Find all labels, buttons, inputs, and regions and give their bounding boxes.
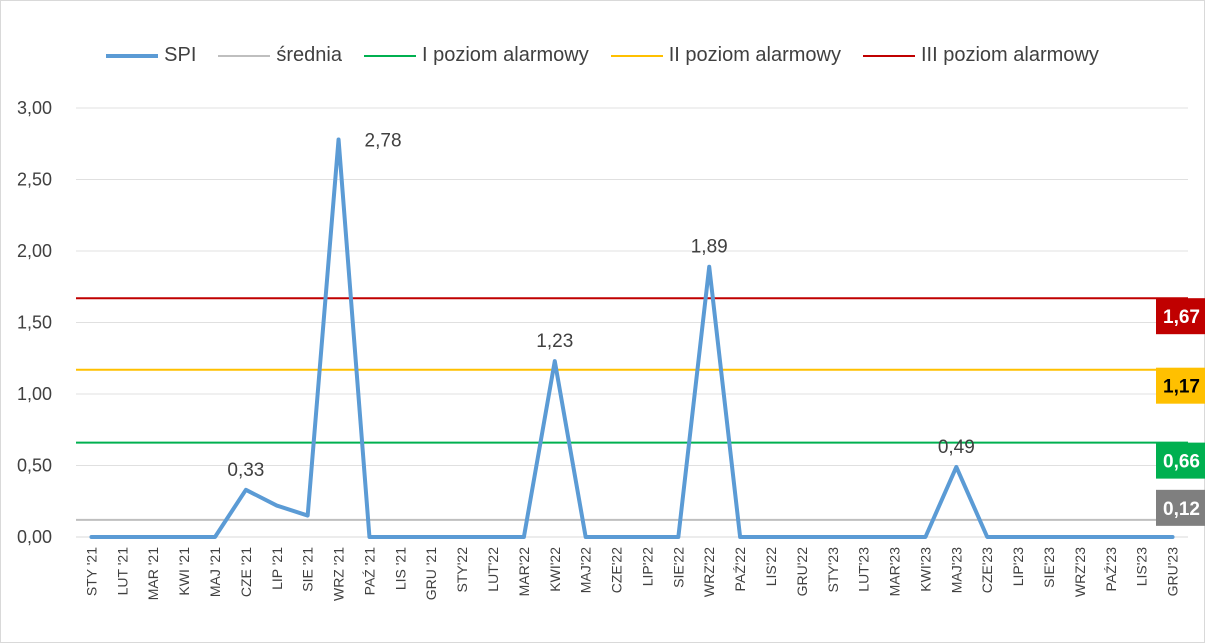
data-label: 0,33 (227, 460, 264, 481)
legend-label: średnia (276, 44, 342, 66)
legend-label: III poziom alarmowy (921, 44, 1099, 66)
legend: SPI średnia I poziom alarmowy II poziom ala… (0, 44, 1205, 67)
x-tick-label: PAŹ'22 (732, 547, 748, 592)
value-badge (1156, 367, 1205, 404)
x-tick-label: CZE'22 (609, 547, 625, 593)
x-tick-label: MAR '21 (145, 547, 161, 600)
x-tick-label: LUT '21 (114, 547, 130, 596)
legend-swatch (610, 54, 663, 57)
data-label: 0,49 (938, 437, 975, 458)
x-tick-label: STY'23 (825, 547, 841, 593)
x-tick-label: MAJ'22 (578, 547, 594, 593)
value-badge (1156, 489, 1205, 526)
legend-swatch (364, 54, 416, 57)
x-tick-label: STY '21 (83, 547, 99, 596)
y-tick-label: 2,00 (17, 241, 52, 261)
x-tick-label: LIS '21 (392, 547, 408, 590)
x-tick-label: PAŹ '21 (361, 547, 377, 596)
x-tick-label: GRU '21 (423, 547, 439, 600)
value-badge-label: 0,66 (1163, 452, 1200, 473)
x-tick-label: LIP '21 (269, 547, 285, 590)
x-tick-label: MAJ'23 (948, 547, 964, 593)
y-tick-label: 2,50 (17, 170, 52, 190)
legend-item: średnia (218, 44, 342, 67)
legend-item: III poziom alarmowy (863, 44, 1099, 67)
x-tick-label: GRU'22 (794, 547, 810, 597)
data-label: 1,23 (536, 331, 573, 352)
legend-label: I poziom alarmowy (422, 44, 589, 66)
value-badge-label: 0,12 (1163, 499, 1200, 520)
legend-label: II poziom alarmowy (668, 44, 841, 66)
x-tick-label: LIP'22 (639, 547, 655, 586)
y-tick-label: 1,00 (17, 384, 52, 404)
value-badge-label: 1,17 (1163, 377, 1200, 398)
value-badge (1156, 442, 1205, 479)
x-tick-label: KWI '21 (176, 547, 192, 596)
x-tick-label: PAŹ'23 (1103, 547, 1119, 592)
value-badge-label: 1,67 (1163, 307, 1200, 328)
legend-swatch (218, 54, 271, 57)
x-tick-label: MAR'22 (516, 547, 532, 597)
x-tick-label: SIE'23 (1041, 547, 1057, 588)
y-tick-label: 0,50 (17, 456, 52, 476)
legend-item: II poziom alarmowy (610, 44, 841, 67)
x-tick-label: KWI'22 (547, 547, 563, 592)
x-tick-label: MAR'23 (887, 547, 903, 597)
x-tick-label: STY'22 (454, 547, 470, 593)
value-badge (1156, 298, 1205, 335)
x-tick-label: CZE '21 (238, 547, 254, 597)
legend-item: SPI (106, 44, 196, 67)
x-tick-label: LIP'23 (1010, 547, 1026, 586)
x-tick-label: LIS'22 (763, 547, 779, 586)
y-tick-label: 3,00 (17, 98, 52, 118)
legend-swatch (106, 53, 159, 58)
x-tick-label: LIS'23 (1134, 547, 1150, 586)
legend-label: SPI (164, 44, 197, 66)
x-tick-label: SIE'22 (670, 547, 686, 588)
x-tick-label: GRU'23 (1165, 547, 1181, 597)
x-tick-label: WRZ'23 (1072, 547, 1088, 597)
x-tick-label: LUT'23 (856, 547, 872, 592)
x-tick-label: LUT'22 (485, 547, 501, 592)
x-tick-label: MAJ '21 (207, 547, 223, 597)
x-tick-label: WRZ '21 (331, 547, 347, 601)
x-tick-label: WRZ'22 (701, 547, 717, 597)
x-tick-label: KWI'23 (917, 547, 933, 592)
x-tick-label: CZE'23 (979, 547, 995, 593)
data-label: 2,78 (365, 130, 402, 151)
x-tick-label: SIE '21 (300, 547, 316, 592)
series-line-spi (89, 137, 1175, 539)
data-label: 1,89 (691, 237, 728, 258)
y-tick-label: 1,50 (17, 313, 52, 333)
legend-swatch (863, 54, 915, 57)
y-tick-label: 0,00 (17, 527, 52, 547)
legend-item: I poziom alarmowy (364, 44, 589, 67)
